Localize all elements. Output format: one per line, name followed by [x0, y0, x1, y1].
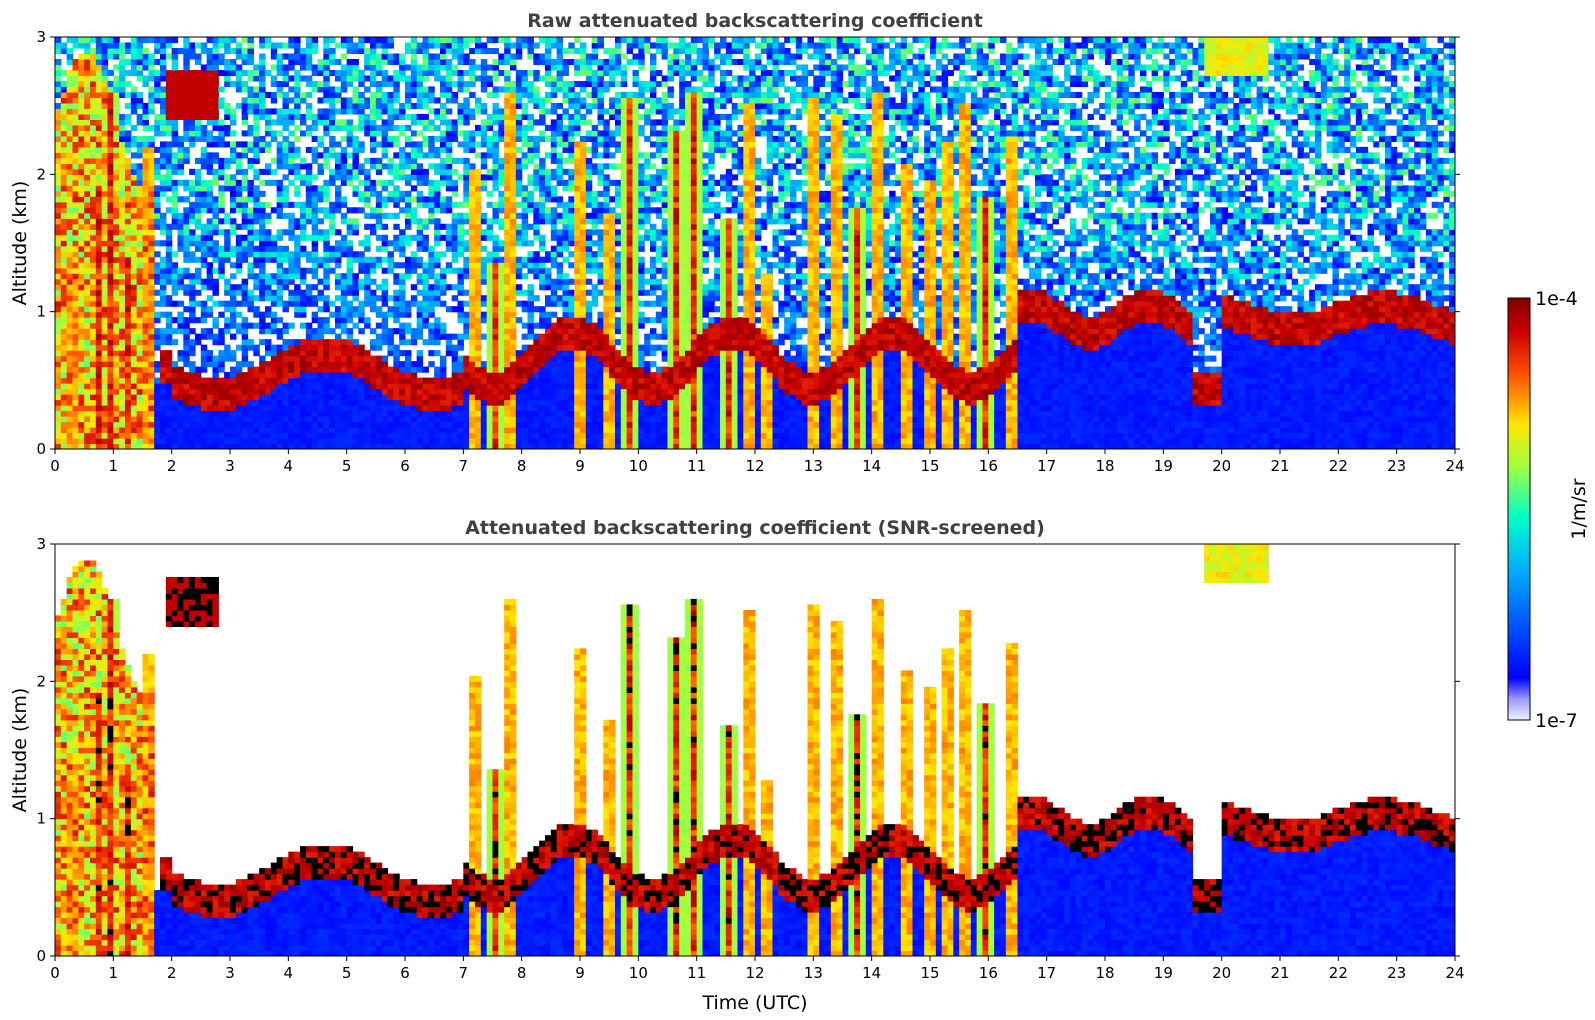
x-tick-label: 4 — [284, 964, 294, 982]
y-tick-label: 2 — [36, 672, 46, 690]
x-tick-label: 13 — [804, 964, 823, 982]
x-tick-label: 12 — [745, 457, 764, 475]
x-tick-label: 2 — [167, 457, 177, 475]
x-tick-label: 6 — [400, 964, 410, 982]
y-tick-label: 2 — [36, 165, 46, 183]
x-tick-label: 11 — [687, 964, 706, 982]
x-tick-label: 1 — [109, 964, 119, 982]
x-tick-label: 18 — [1095, 457, 1114, 475]
panel-title: Attenuated backscattering coefficient (S… — [465, 517, 1045, 539]
x-tick-label: 12 — [745, 964, 764, 982]
x-tick-label: 24 — [1445, 964, 1464, 982]
x-tick-label: 14 — [862, 964, 881, 982]
x-tick-label: 8 — [517, 457, 527, 475]
x-tick-label: 22 — [1329, 964, 1348, 982]
x-tick-label: 9 — [575, 457, 585, 475]
x-tick-label: 23 — [1387, 457, 1406, 475]
x-tick-label: 0 — [50, 457, 60, 475]
x-tick-label: 16 — [979, 964, 998, 982]
x-tick-label: 14 — [862, 457, 881, 475]
colorbar-unit-label: 1/m/sr — [1568, 478, 1590, 539]
y-tick-label: 1 — [36, 303, 46, 321]
heatmap-raw — [55, 37, 1455, 449]
x-tick-label: 9 — [575, 964, 585, 982]
x-tick-label: 6 — [400, 457, 410, 475]
x-tick-label: 7 — [459, 964, 469, 982]
x-tick-label: 13 — [804, 457, 823, 475]
x-tick-label: 10 — [629, 964, 648, 982]
x-tick-label: 1 — [109, 457, 119, 475]
y-ticks: 0 1 2 3 — [36, 535, 1460, 965]
x-tick-label: 18 — [1095, 964, 1114, 982]
x-tick-label: 24 — [1445, 457, 1464, 475]
x-tick-label: 3 — [225, 964, 235, 982]
y-ticks: 0 1 2 3 — [36, 28, 1460, 458]
y-tick-label: 3 — [36, 535, 46, 553]
x-tick-label: 20 — [1212, 964, 1231, 982]
x-tick-label: 0 — [50, 964, 60, 982]
x-ticks: 0 1 2 3 4 5 6 7 8 9 10 11 12 13 14 15 16 17 18 19 20 21 22 23 24 — [50, 449, 1465, 475]
colorbar: 1e-4 1e-7 1/m/sr — [1507, 288, 1590, 732]
y-axis-label: Altitude (km) — [9, 181, 31, 306]
y-tick-label: 0 — [36, 440, 46, 458]
x-tick-label: 15 — [920, 964, 939, 982]
x-tick-label: 21 — [1270, 457, 1289, 475]
x-tick-label: 15 — [920, 457, 939, 475]
heatmap-screened — [55, 544, 1455, 956]
x-tick-label: 11 — [687, 457, 706, 475]
x-tick-label: 8 — [517, 964, 527, 982]
y-tick-label: 1 — [36, 810, 46, 828]
x-tick-label: 3 — [225, 457, 235, 475]
x-tick-label: 17 — [1037, 457, 1056, 475]
y-tick-label: 3 — [36, 28, 46, 46]
x-tick-label: 5 — [342, 457, 352, 475]
raw-backscatter-panel: Raw attenuated backscattering coefficien… — [9, 10, 1465, 475]
x-axis-label: Time (UTC) — [701, 992, 807, 1014]
x-tick-label: 20 — [1212, 457, 1231, 475]
colorbar-gradient — [1507, 297, 1531, 721]
x-tick-label: 7 — [459, 457, 469, 475]
colorbar-min-label: 1e-7 — [1535, 710, 1578, 732]
x-tick-label: 19 — [1154, 457, 1173, 475]
colorbar-max-label: 1e-4 — [1535, 288, 1578, 310]
x-tick-label: 21 — [1270, 964, 1289, 982]
x-tick-label: 2 — [167, 964, 177, 982]
x-tick-label: 16 — [979, 457, 998, 475]
y-tick-label: 0 — [36, 947, 46, 965]
panel-title: Raw attenuated backscattering coefficien… — [527, 10, 983, 32]
x-ticks: 0 1 2 3 4 5 6 7 8 9 10 11 12 13 14 15 16 17 18 19 20 21 22 23 24 — [50, 956, 1465, 982]
screened-backscatter-panel: Attenuated backscattering coefficient (S… — [9, 517, 1465, 1014]
x-tick-label: 23 — [1387, 964, 1406, 982]
x-tick-label: 22 — [1329, 457, 1348, 475]
y-axis-label: Altitude (km) — [9, 688, 31, 813]
x-tick-label: 4 — [284, 457, 294, 475]
x-tick-label: 5 — [342, 964, 352, 982]
x-tick-label: 17 — [1037, 964, 1056, 982]
x-tick-label: 19 — [1154, 964, 1173, 982]
x-tick-label: 10 — [629, 457, 648, 475]
